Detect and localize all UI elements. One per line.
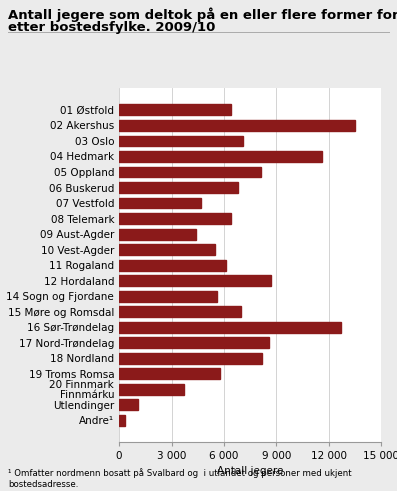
- Bar: [119, 400, 138, 410]
- Bar: [119, 213, 231, 224]
- Bar: [119, 197, 201, 209]
- Bar: [119, 182, 238, 193]
- Bar: [119, 136, 243, 146]
- Text: etter bostedsfylke. 2009/10: etter bostedsfylke. 2009/10: [8, 21, 215, 33]
- Bar: [119, 415, 125, 426]
- X-axis label: Antall jegere: Antall jegere: [217, 466, 283, 476]
- Bar: [119, 120, 355, 131]
- Bar: [119, 306, 241, 317]
- Bar: [119, 244, 215, 255]
- Bar: [119, 260, 225, 271]
- Bar: [119, 353, 262, 364]
- Bar: [119, 322, 341, 333]
- Bar: [119, 291, 217, 301]
- Bar: [119, 368, 220, 379]
- Text: ¹ Omfatter nordmenn bosatt på Svalbard og  i utlandet og personer med ukjent
bos: ¹ Omfatter nordmenn bosatt på Svalbard o…: [8, 468, 352, 489]
- Bar: [119, 275, 271, 286]
- Bar: [119, 384, 184, 395]
- Bar: [119, 229, 196, 240]
- Bar: [119, 166, 260, 177]
- Bar: [119, 151, 322, 162]
- Text: Antall jegere som deltok på en eller flere former for jakt,: Antall jegere som deltok på en eller fle…: [8, 7, 397, 22]
- Bar: [119, 105, 231, 115]
- Bar: [119, 337, 269, 348]
